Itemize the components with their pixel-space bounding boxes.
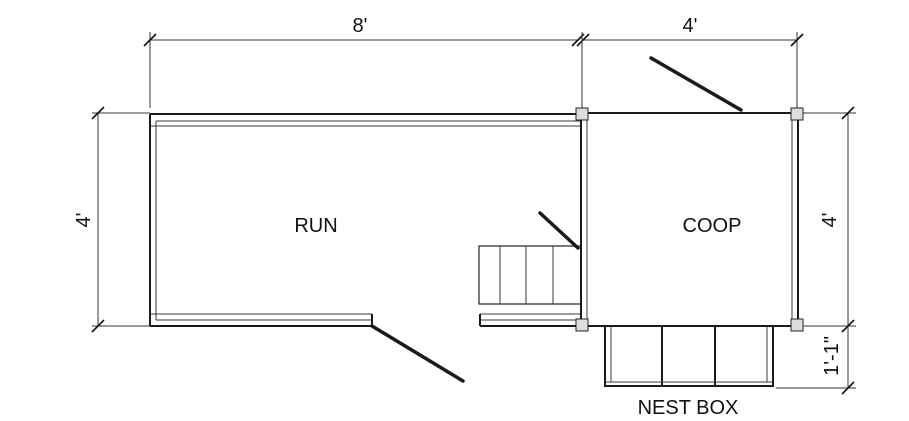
coop-width-label: 4' xyxy=(683,15,698,37)
run-label: RUN xyxy=(294,215,337,237)
left-dimension-run: 4' xyxy=(73,106,150,333)
coop-label: COOP xyxy=(683,215,742,237)
run-width-label: 8' xyxy=(353,15,368,37)
nest-box-label: NEST BOX xyxy=(638,397,739,419)
top-dimension-coop: 4' xyxy=(581,15,804,108)
right-dimension-nest: 1'-1" xyxy=(776,326,856,395)
coop-door xyxy=(649,56,743,112)
nest-box xyxy=(604,325,774,387)
coop-walls xyxy=(575,107,804,332)
right-dimension-coop: 4' xyxy=(800,106,856,333)
run-height-label: 4' xyxy=(73,213,95,228)
coop-ramp xyxy=(478,245,582,305)
run-door xyxy=(370,324,465,383)
nest-depth-label: 1'-1" xyxy=(821,336,843,376)
coop-height-label: 4' xyxy=(819,213,841,228)
run-walls xyxy=(149,113,580,327)
top-dimension-run: 8' xyxy=(143,15,590,108)
pop-door xyxy=(538,211,580,250)
